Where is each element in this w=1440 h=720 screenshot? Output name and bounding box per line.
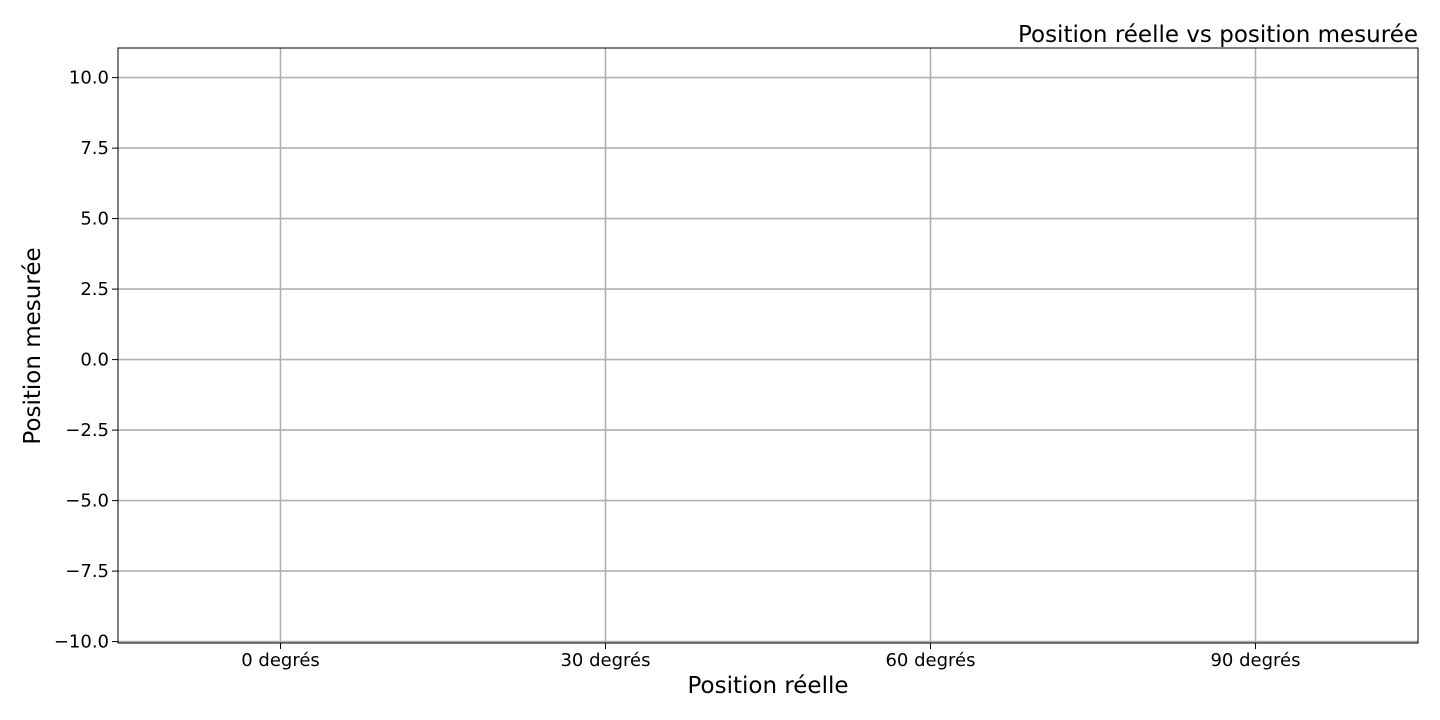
y-axis-ticks: 10.0 7.5 5.0 2.5 0.0 −2.5 −5.0 −7.5 −10.0: [54, 68, 118, 653]
y-tick-label: 2.5: [80, 279, 109, 300]
y-tick-label: −10.0: [54, 632, 109, 653]
y-tick-label: −2.5: [65, 420, 109, 441]
x-tick-label: 0 degrés: [241, 650, 320, 671]
x-axis-ticks: 0 degrés 30 degrés 60 degrés 90 degrés: [241, 643, 1301, 671]
y-tick-label: 7.5: [80, 138, 109, 159]
grid-lines: [118, 48, 1418, 643]
chart-title: Position réelle vs position mesurée: [1018, 22, 1418, 48]
x-tick-label: 30 degrés: [560, 650, 650, 671]
y-tick-label: 0.0: [80, 350, 109, 371]
x-tick-label: 60 degrés: [885, 650, 975, 671]
x-axis-label: Position réelle: [687, 673, 848, 699]
plot-frame: [117, 47, 1419, 644]
y-tick-label: −7.5: [65, 561, 109, 582]
y-tick-label: 5.0: [80, 209, 109, 230]
y-tick-label: 10.0: [69, 68, 109, 89]
x-tick-label: 90 degrés: [1210, 650, 1300, 671]
y-tick-label: −5.0: [65, 491, 109, 512]
y-axis-label: Position mesurée: [20, 247, 46, 444]
